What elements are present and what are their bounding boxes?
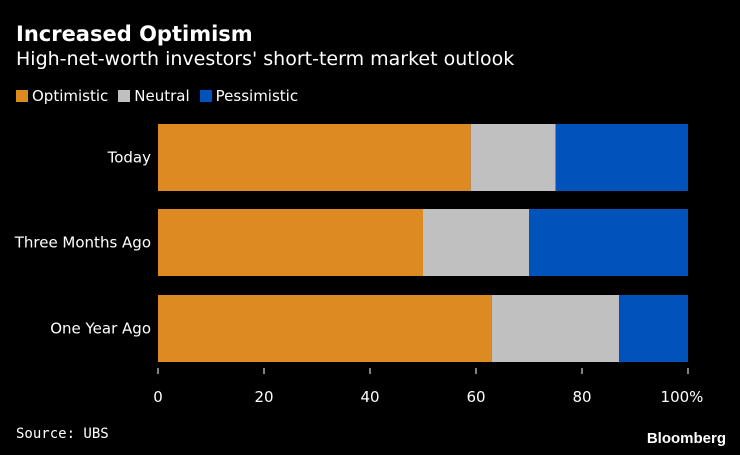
bar-optimistic-1	[158, 209, 423, 276]
legend-item-optimistic: Optimistic	[16, 87, 108, 105]
legend-item-neutral: Neutral	[118, 87, 190, 105]
category-label: One Year Ago	[50, 320, 151, 338]
source-note: Source: UBS	[16, 426, 109, 442]
x-tick-label: 80	[572, 388, 591, 406]
bar-pessimistic-2	[619, 295, 688, 362]
legend: Optimistic Neutral Pessimistic	[16, 87, 298, 105]
x-tick-label: 60	[466, 388, 485, 406]
bar-neutral-1	[423, 209, 529, 276]
bar-neutral-2	[491, 295, 620, 362]
legend-swatch	[199, 90, 212, 102]
legend-label: Optimistic	[32, 87, 109, 105]
x-tick-label: 40	[360, 388, 379, 406]
category-label: Three Months Ago	[14, 234, 151, 252]
x-tick-label: 0	[153, 388, 163, 406]
legend-label: Neutral	[134, 87, 190, 105]
bloomberg-logo: Bloomberg	[646, 430, 726, 447]
chart-subtitle: High-net-worth investors' short-term mar…	[16, 48, 515, 70]
legend-item-pessimistic: Pessimistic	[199, 87, 299, 105]
category-label: Today	[107, 149, 152, 167]
bar-optimistic-0	[158, 124, 471, 191]
x-tick-label: 20	[254, 388, 273, 406]
legend-label: Pessimistic	[215, 87, 299, 105]
bar-pessimistic-1	[529, 209, 688, 276]
bar-optimistic-2	[158, 295, 492, 362]
legend-swatch	[118, 90, 131, 102]
legend-swatch	[16, 90, 28, 102]
x-tick-label: 100%	[661, 388, 704, 406]
chart-title: Increased Optimism	[16, 22, 253, 46]
bar-neutral-0	[470, 124, 556, 191]
bar-pessimistic-0	[555, 124, 688, 191]
